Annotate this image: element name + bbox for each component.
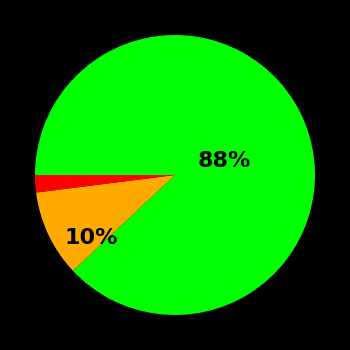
Wedge shape xyxy=(36,175,175,271)
Wedge shape xyxy=(35,175,175,192)
Text: 10%: 10% xyxy=(64,228,118,248)
Text: 88%: 88% xyxy=(197,151,251,171)
Wedge shape xyxy=(35,35,315,315)
